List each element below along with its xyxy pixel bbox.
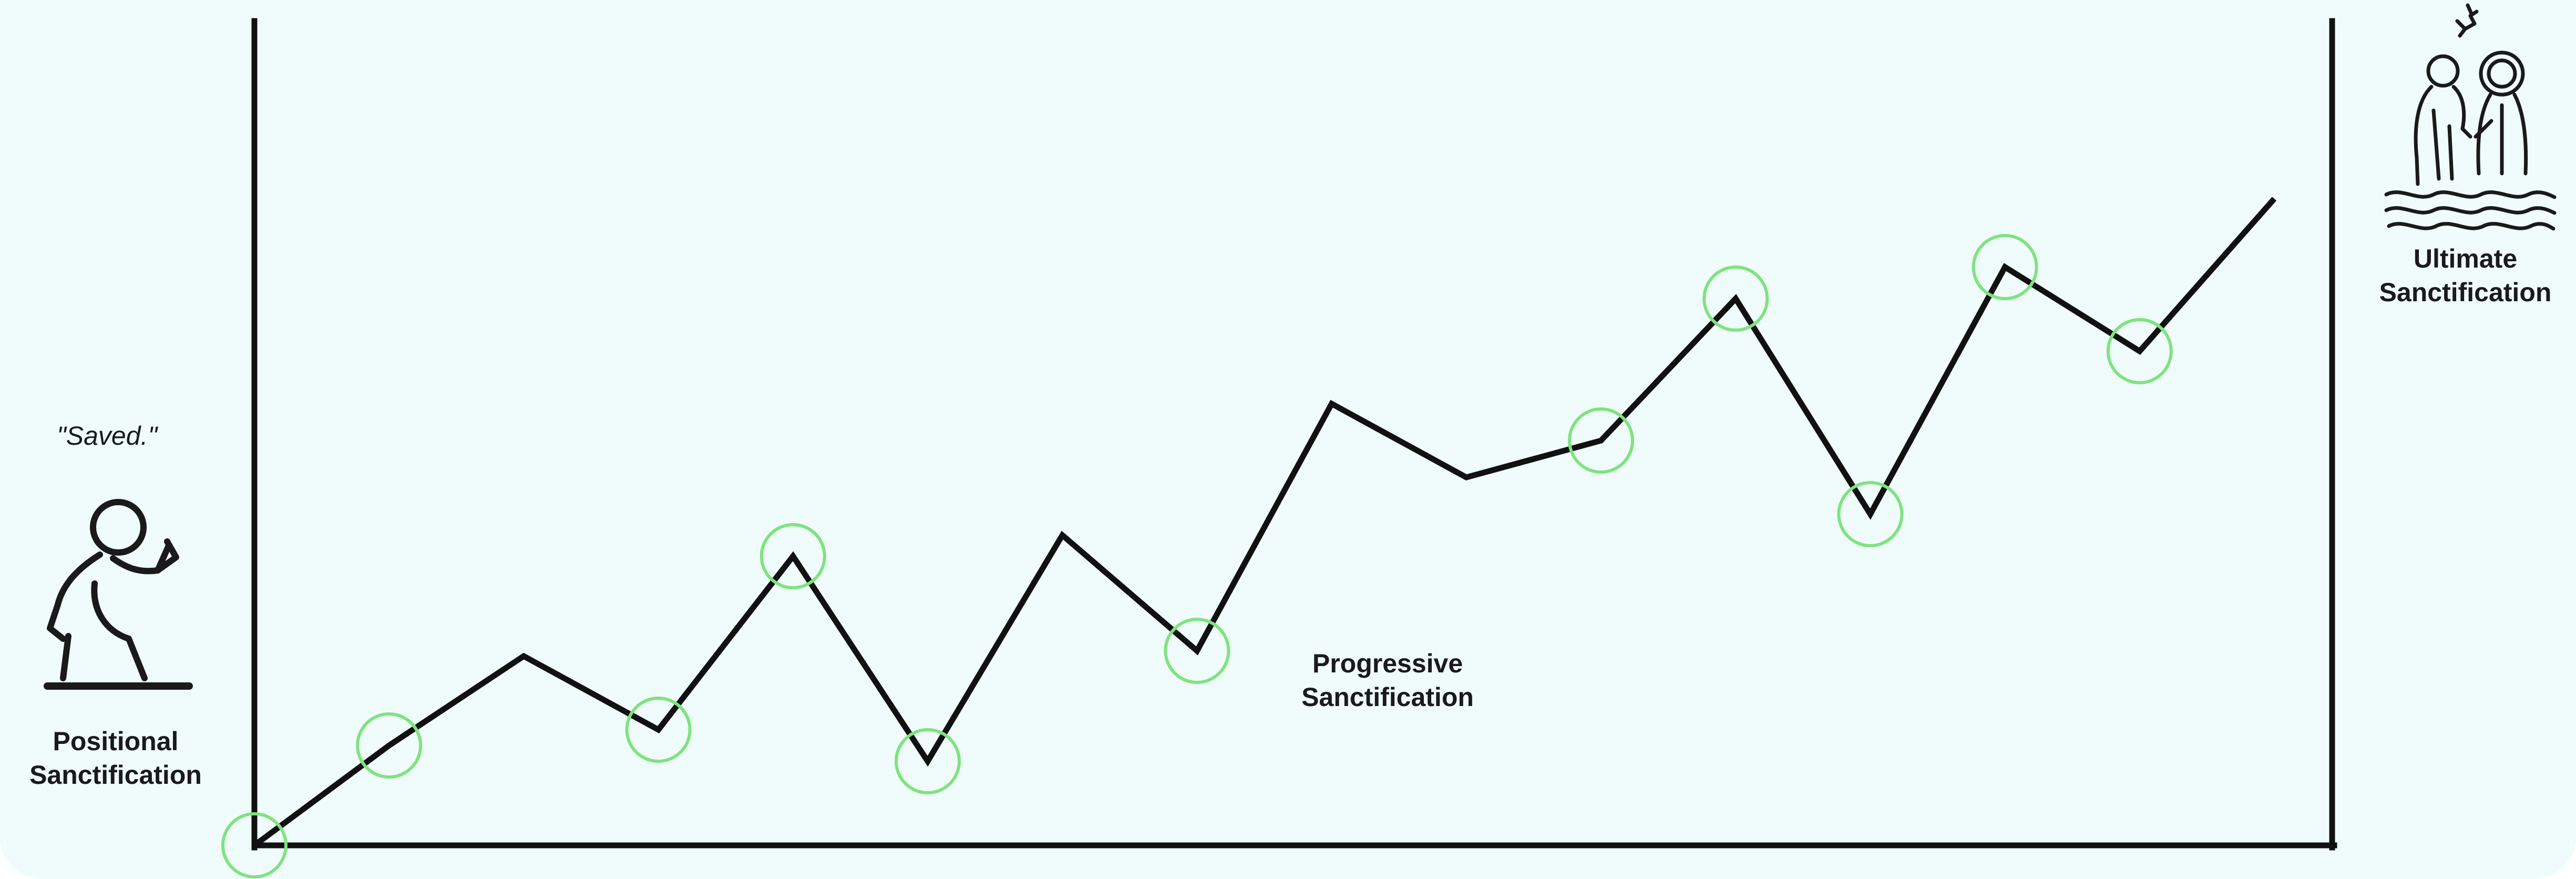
baptism-icon [2384,3,2557,231]
progress-marker-10 [1568,407,1634,474]
progress-marker-14 [2106,318,2173,384]
positional-label-line1: Positional [53,727,179,756]
progress-marker-5 [895,728,961,794]
progress-marker-1 [356,712,423,779]
progress-marker-3 [625,697,692,763]
progress-marker-11 [1702,265,1769,332]
progressive-label-line2: Sanctification [1301,682,1474,712]
progressive-label: Progressive Sanctification [1251,647,1524,714]
progressive-label-line1: Progressive [1312,649,1463,678]
progress-marker-12 [1837,481,1904,547]
ultimate-label-line1: Ultimate [2413,244,2518,273]
progress-marker-4 [760,523,826,589]
positional-label: Positional Sanctification [0,724,231,792]
ultimate-label: Ultimate Sanctification [2355,242,2576,309]
ultimate-label-line2: Sanctification [2379,278,2552,307]
progress-path-layer [252,197,2277,848]
positional-label-line2: Sanctification [29,760,202,790]
progress-marker-7 [1164,618,1230,684]
progress-line [252,197,2277,848]
progress-marker-13 [1972,234,2038,300]
progress-marker-0 [221,812,288,878]
kneeling-prayer-icon [44,499,193,690]
marker-layer [221,234,2173,878]
saved-quote: "Saved." [57,421,158,451]
